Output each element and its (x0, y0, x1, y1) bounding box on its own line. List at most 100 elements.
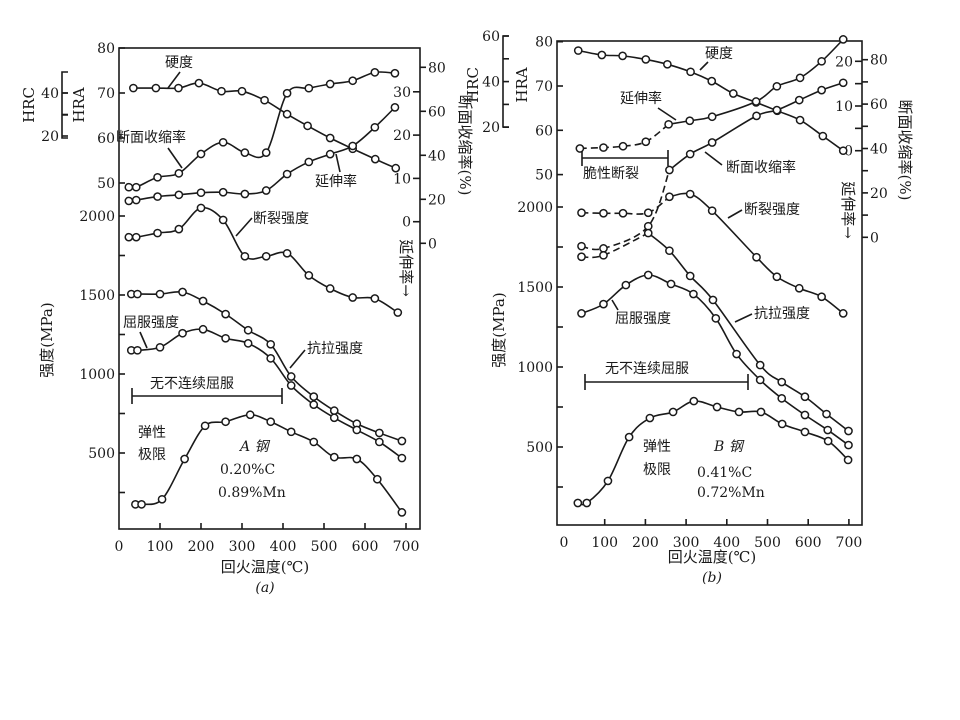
y-tick-label-hra: 80 (535, 35, 553, 51)
y-tick-label-hrc: 60 (482, 29, 500, 45)
series-a-3-point (124, 232, 134, 242)
leader-elongation-b (657, 107, 677, 121)
leader-tensile-a (289, 349, 306, 369)
series-a-3-point (261, 251, 271, 261)
series-b-5-point (689, 289, 698, 299)
series-b-5-point (800, 410, 810, 420)
ylabel-hra-b: HRA (513, 67, 531, 102)
y-tick-label-strength: 500 (88, 446, 115, 462)
label-no-yield-a: 无不连续屈服 (150, 375, 234, 392)
series-b-3-point (752, 252, 761, 262)
series-b-1-point (795, 73, 805, 83)
series-b-3-point (618, 208, 628, 218)
series-b-2-point (794, 95, 804, 105)
series-a-3-point (196, 203, 206, 213)
series-b-6-point (603, 476, 613, 486)
series-a-4-point (397, 436, 407, 446)
series-b-4-point (665, 246, 674, 256)
y-tick-label-elongation: 30 (393, 85, 411, 101)
series-b-1-point (838, 35, 848, 44)
series-a-5-point (133, 345, 142, 355)
series-a-2-point (348, 141, 358, 151)
y-tick-label-ra: 80 (870, 53, 888, 69)
series-b-6-point (843, 455, 853, 465)
series-a-2-point (282, 169, 292, 179)
series-b-5-point (755, 375, 765, 385)
leader-ra-a (167, 147, 183, 169)
y-tick-label-hra: 60 (535, 123, 553, 139)
series-a-6-point (309, 437, 319, 447)
ylabel-strength-a: 强度(MPa) (38, 302, 56, 377)
series-a-3-point (153, 228, 162, 238)
series-b-4-line (647, 232, 849, 432)
series-b-4-point (755, 360, 765, 370)
y-tick-label-ra: 0 (428, 236, 437, 252)
series-b-6-point (645, 413, 655, 423)
series-a-1-point (282, 88, 292, 98)
series-b-1-point (685, 116, 695, 126)
x-tick-label: 300 (673, 535, 700, 551)
y-tick-label-elongation: 10 (393, 171, 411, 187)
series-a-1-point (240, 148, 250, 158)
series-a-4-point (309, 392, 319, 401)
series-b-6-point (712, 402, 722, 412)
series-b-5-point (844, 440, 853, 450)
series-a-4-point (375, 428, 384, 438)
panel-a: HRC HRA 强度(MPa) 断面收缩率(%) 延伸率→ 回火温度(℃) (a… (20, 41, 474, 596)
series-b-3-point (577, 208, 586, 218)
label-steel-b: B 钢 (713, 439, 745, 455)
label-fracture-a: 断裂强度 (253, 211, 309, 227)
label-ra-a: 断面收缩率 (116, 129, 186, 146)
series-a-5-point (266, 354, 276, 363)
y-tick-label-elongation: 10 (835, 99, 853, 115)
y-tick-label-hrc: 20 (482, 120, 500, 136)
series-a-5-point (286, 381, 296, 390)
y-tick-label-hra: 60 (97, 131, 115, 147)
ylabel-strength-b: 强度(MPa) (490, 292, 508, 367)
series-a-3-point (240, 251, 250, 261)
y-tick-label-elongation: 20 (835, 54, 853, 70)
x-tick-label: 400 (713, 535, 740, 551)
label-elastic2-a: 极限 (138, 447, 166, 463)
range-bar-brittle-b (581, 150, 669, 166)
series-a-6-point (329, 452, 339, 462)
series-a-2-point (196, 188, 206, 198)
y-tick-label-strength: 500 (526, 440, 553, 456)
y-tick-label-ra: 40 (870, 142, 888, 158)
label-hardness-b: 硬度 (705, 46, 733, 62)
series-a-5-point (178, 328, 187, 338)
series-a-2-point (325, 149, 335, 159)
series-a-0-point (370, 154, 380, 164)
series-b-2-line (668, 82, 844, 171)
series-a-1-point (174, 168, 184, 178)
series-b-3-point (707, 206, 717, 216)
series-a-4-point (286, 372, 296, 381)
series-b-3-point (772, 272, 782, 282)
series-a-6-point (397, 508, 407, 517)
y-tick-label-hrc: 40 (482, 75, 500, 91)
series-b-3-point (838, 309, 848, 318)
series-a-0-point (282, 109, 292, 119)
series-b-3-point (794, 283, 804, 293)
label-elastic2-b: 极限 (643, 462, 671, 478)
series-a-5-point (243, 338, 253, 348)
series-a-2-point (218, 187, 228, 197)
leader-hardness-a (167, 71, 181, 89)
x-tick-label: 400 (270, 539, 297, 555)
leader-yield-b (611, 299, 619, 311)
series-b-0-point (818, 131, 828, 141)
series-a-6-point (137, 500, 146, 509)
series-a-2-point (390, 103, 400, 112)
series-a-4-point (133, 289, 142, 299)
series-b-0-point (597, 50, 607, 60)
leader-fracture-a (235, 217, 253, 237)
series-b-5-point (577, 309, 586, 318)
series-a-2-point (261, 186, 271, 195)
series-a-3-point (393, 308, 403, 317)
series-b-1-point (664, 119, 673, 129)
series-a-0-point (194, 78, 204, 88)
y-tick-label-hrc: 20 (41, 129, 59, 145)
series-b-3-dashed-line (581, 196, 670, 215)
ylabel-hra-a: HRA (70, 87, 88, 122)
ylabel-ra-a: 断面收缩率(%) (456, 95, 474, 196)
